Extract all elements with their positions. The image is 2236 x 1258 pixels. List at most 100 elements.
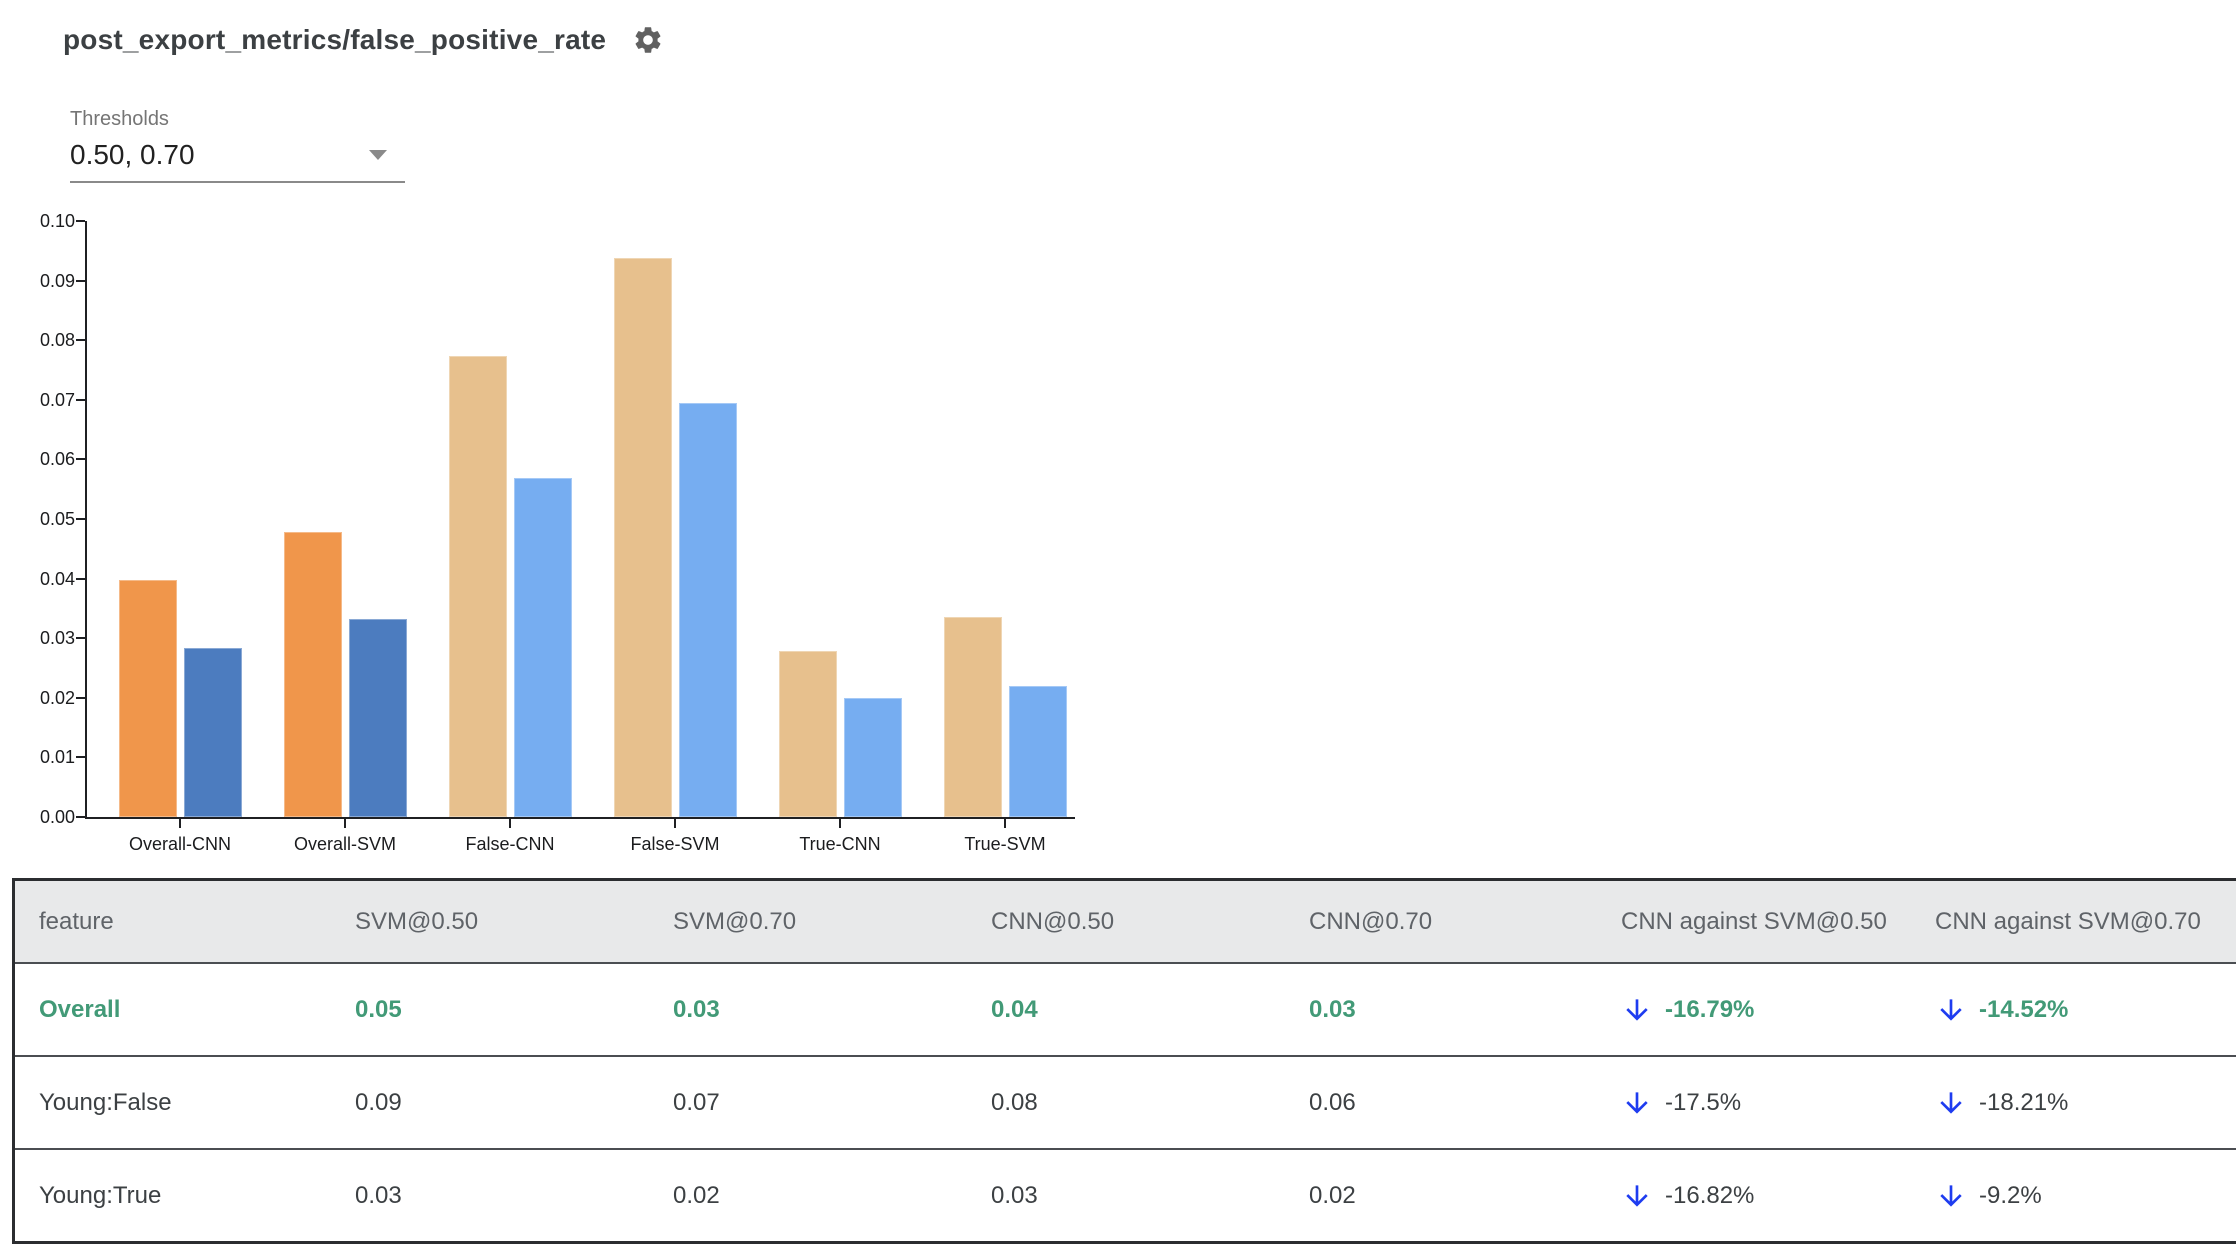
settings-gear-icon[interactable] [632, 24, 664, 56]
value-cell-3: 0.02 [1309, 1181, 1356, 1209]
y-axis-tick-label: 0.05 [39, 509, 75, 529]
value-cell-1: 0.07 [673, 1088, 720, 1116]
value-cell-1: 0.03 [673, 995, 720, 1023]
metric-title: post_export_metrics/false_positive_rate [63, 24, 607, 55]
y-axis-tick-label: 0.01 [39, 747, 75, 768]
y-axis-tick-mark [76, 220, 85, 222]
column-header-1: SVM@0.50 [355, 907, 479, 935]
arrow-down-icon [1621, 1180, 1653, 1212]
delta-cell-0: -16.82% [1597, 1180, 1911, 1212]
x-axis-label: Overall-CNN [128, 834, 231, 854]
thresholds-label: Thresholds [70, 108, 169, 130]
column-header-3: CNN@0.50 [991, 907, 1115, 935]
x-axis-tick-mark [179, 819, 181, 828]
y-axis-tick-mark [76, 816, 85, 818]
chart-bar-overall-svm-t50[interactable] [283, 532, 342, 817]
y-axis-tick-label: 0.06 [39, 449, 75, 470]
chart-bar-false-svm-t70[interactable] [678, 402, 737, 817]
metric-title-bar: post_export_metrics/false_positive_rate [63, 24, 664, 56]
x-axis-label: False-CNN [465, 834, 555, 854]
y-axis-tick-mark [76, 756, 85, 759]
y-axis-tick-label: 0.02 [39, 687, 75, 708]
delta-value: -18.21% [1979, 1088, 2069, 1116]
chart-bar-overall-cnn-t50[interactable] [118, 579, 177, 817]
y-axis-tick-label: 0.09 [39, 270, 75, 291]
feature-cell: Overall [39, 995, 121, 1023]
chart-bar-true-svm-t70[interactable] [1008, 685, 1067, 817]
delta-value: -14.52% [1979, 995, 2069, 1023]
table-row-overall: Overall 0.05 0.03 0.04 0.03 -16.79% -14.52% [15, 962, 2236, 1055]
y-axis-tick-mark [76, 398, 85, 401]
x-axis-tick-mark [674, 819, 676, 828]
false-positive-rate-bar-chart: 0.00 0.01 0.02 0.03 0.04 0.05 0.06 0.07 0.08 0.09… [30, 205, 1110, 885]
delta-value: -16.79% [1665, 995, 1755, 1023]
arrow-down-icon [1935, 1180, 1967, 1212]
delta-value: -16.82% [1665, 1181, 1755, 1209]
y-axis-tick-mark [76, 637, 85, 640]
x-axis-label: True-SVM [964, 834, 1046, 854]
metrics-table: feature SVM@0.50 SVM@0.70 CNN@0.50 CNN@0.70 C… [12, 878, 2236, 1244]
y-axis-tick-label: 0.04 [39, 568, 75, 589]
y-axis-tick-mark [76, 518, 85, 520]
column-header-5: CNN against SVM@0.50 [1621, 907, 1887, 935]
table-row-young-false: Young:False 0.09 0.07 0.08 0.06 -17.5% -18.21% [15, 1055, 2236, 1148]
arrow-down-icon [1621, 1087, 1653, 1119]
value-cell-3: 0.06 [1309, 1088, 1356, 1116]
y-axis-tick-label: 0.08 [39, 330, 75, 351]
column-header-0: feature [39, 907, 114, 935]
chart-bar-false-svm-t50[interactable] [613, 257, 672, 817]
arrow-down-icon [1935, 1087, 1967, 1119]
value-cell-0: 0.03 [355, 1181, 402, 1209]
value-cell-1: 0.02 [673, 1181, 720, 1209]
delta-cell-1: -18.21% [1911, 1087, 2236, 1119]
value-cell-3: 0.03 [1309, 995, 1356, 1023]
x-axis-tick-mark [344, 819, 346, 828]
chart-bar-true-cnn-t70[interactable] [843, 697, 902, 817]
y-axis-tick-mark [76, 458, 85, 461]
x-axis-label: Overall-SVM [293, 834, 396, 854]
value-cell-0: 0.05 [355, 995, 402, 1023]
y-axis-tick-mark [76, 696, 85, 699]
x-axis-line [85, 817, 1075, 819]
chart-bar-true-svm-t50[interactable] [943, 616, 1002, 817]
arrow-down-icon [1935, 994, 1967, 1026]
delta-value: -17.5% [1665, 1088, 1742, 1116]
y-axis-tick-label: 0.07 [39, 389, 75, 410]
y-axis-tick-label: 0.00 [39, 807, 75, 827]
value-cell-2: 0.08 [991, 1088, 1038, 1116]
x-axis-label: False-SVM [630, 834, 720, 854]
thresholds-dropdown[interactable]: Thresholds 0.50, 0.70 [70, 108, 405, 183]
x-axis-tick-mark [839, 819, 841, 828]
delta-cell-0: -17.5% [1597, 1087, 1911, 1119]
x-axis-label: True-CNN [799, 834, 881, 854]
y-axis-tick-mark [76, 279, 85, 282]
y-axis-line [85, 221, 87, 819]
y-axis-tick-label: 0.03 [39, 628, 75, 649]
x-axis-tick-mark [1004, 819, 1006, 828]
chart-bar-false-cnn-t50[interactable] [448, 355, 507, 817]
x-axis-tick-mark [509, 819, 511, 828]
chart-bar-overall-cnn-t70[interactable] [183, 648, 242, 817]
value-cell-2: 0.03 [991, 1181, 1038, 1209]
dropdown-arrow-icon[interactable] [369, 150, 387, 160]
y-axis-tick-mark [76, 577, 85, 580]
value-cell-0: 0.09 [355, 1088, 402, 1116]
feature-cell: Young:True [39, 1181, 162, 1209]
arrow-down-icon [1621, 994, 1653, 1026]
chart-bar-false-cnn-t70[interactable] [513, 478, 572, 817]
thresholds-select[interactable]: 0.50, 0.70 [70, 139, 405, 183]
chart-bar-true-cnn-t50[interactable] [778, 650, 837, 817]
y-axis-tick-label: 0.10 [39, 211, 75, 231]
table-header-row: feature SVM@0.50 SVM@0.70 CNN@0.50 CNN@0.70 C… [15, 881, 2236, 962]
table-row-young-true: Young:True 0.03 0.02 0.03 0.02 -16.82% -9.2% [15, 1148, 2236, 1241]
thresholds-value: 0.50, 0.70 [70, 139, 195, 170]
delta-cell-1: -9.2% [1911, 1180, 2236, 1212]
delta-cell-1: -14.52% [1911, 994, 2236, 1026]
delta-cell-0: -16.79% [1597, 994, 1911, 1026]
column-header-2: SVM@0.70 [673, 907, 797, 935]
column-header-4: CNN@0.70 [1309, 907, 1433, 935]
y-axis-tick-mark [76, 339, 85, 342]
value-cell-2: 0.04 [991, 995, 1038, 1023]
chart-bar-overall-svm-t70[interactable] [348, 619, 407, 817]
feature-cell: Young:False [39, 1088, 172, 1116]
